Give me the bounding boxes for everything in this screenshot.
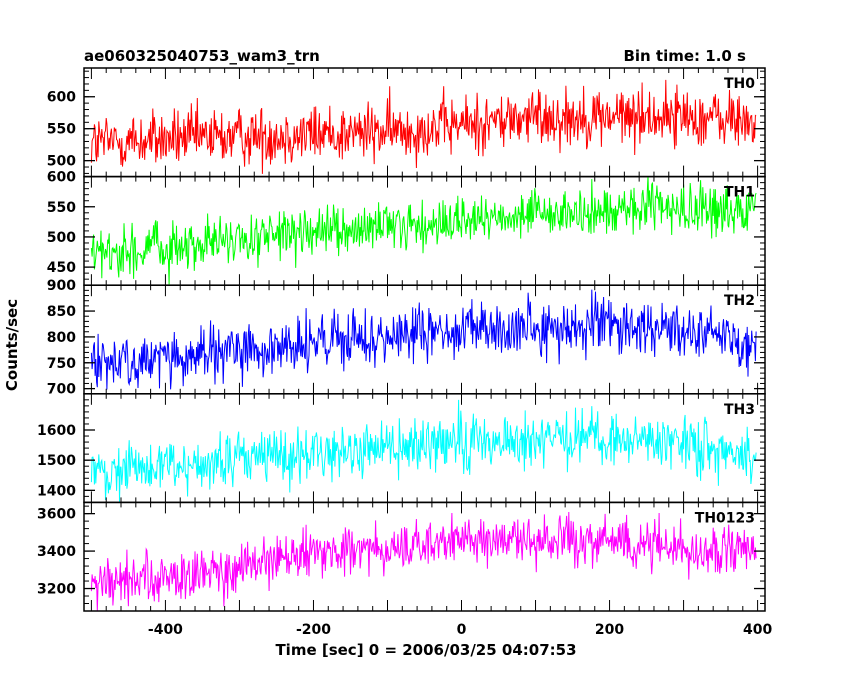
y-tick-label: 800 — [47, 330, 76, 346]
y-tick-label: 500 — [47, 230, 76, 246]
panel-label-th0: TH0 — [724, 76, 755, 92]
y-tick-label: 3200 — [37, 582, 76, 598]
panel-label-th3: TH3 — [724, 402, 755, 418]
x-tick-label: -200 — [296, 622, 331, 638]
y-tick-label: 1500 — [37, 453, 76, 469]
y-tick-label: 550 — [47, 200, 76, 216]
series-line-th1 — [90, 176, 757, 285]
y-tick-label: 850 — [47, 304, 76, 320]
panels-layer: 500 550 600 TH0 450 500 550 600 TH1 700 750 800 850 9… — [37, 67, 772, 638]
series-line-th0123 — [90, 511, 757, 611]
y-tick-label: 550 — [47, 122, 76, 138]
series-line-th2 — [90, 289, 757, 390]
x-axis-title: Time [sec] 0 = 2006/03/25 04:07:53 — [275, 641, 576, 659]
panel-frame-th0123 — [83, 501, 766, 612]
series-line-th0 — [90, 79, 757, 174]
y-tick-label: 3600 — [37, 507, 76, 523]
y-tick-label: 1600 — [37, 423, 76, 439]
panel-label-th1: TH1 — [724, 185, 755, 201]
bin-time-label: Bin time: 1.0 s — [623, 47, 746, 65]
y-tick-label: 600 — [47, 170, 76, 186]
file-title: ae060325040753_wam3_trn — [84, 47, 320, 65]
y-tick-label: 450 — [47, 260, 76, 276]
series-line-th3 — [90, 399, 757, 502]
panel-label-th0123: TH0123 — [695, 510, 755, 526]
x-tick-label: 200 — [595, 622, 624, 638]
x-tick-label: 0 — [457, 622, 467, 638]
y-tick-label: 900 — [47, 278, 76, 294]
y-axis-title: Counts/sec — [3, 299, 21, 391]
x-tick-label: -400 — [148, 622, 183, 638]
y-tick-label: 600 — [47, 90, 76, 106]
panel-label-th2: TH2 — [724, 293, 755, 309]
x-tick-label: 400 — [743, 622, 772, 638]
y-tick-label: 700 — [47, 382, 76, 398]
y-tick-label: 1400 — [37, 483, 76, 499]
y-tick-label: 750 — [47, 356, 76, 372]
y-tick-label: 3400 — [37, 544, 76, 560]
y-tick-label: 500 — [47, 154, 76, 170]
